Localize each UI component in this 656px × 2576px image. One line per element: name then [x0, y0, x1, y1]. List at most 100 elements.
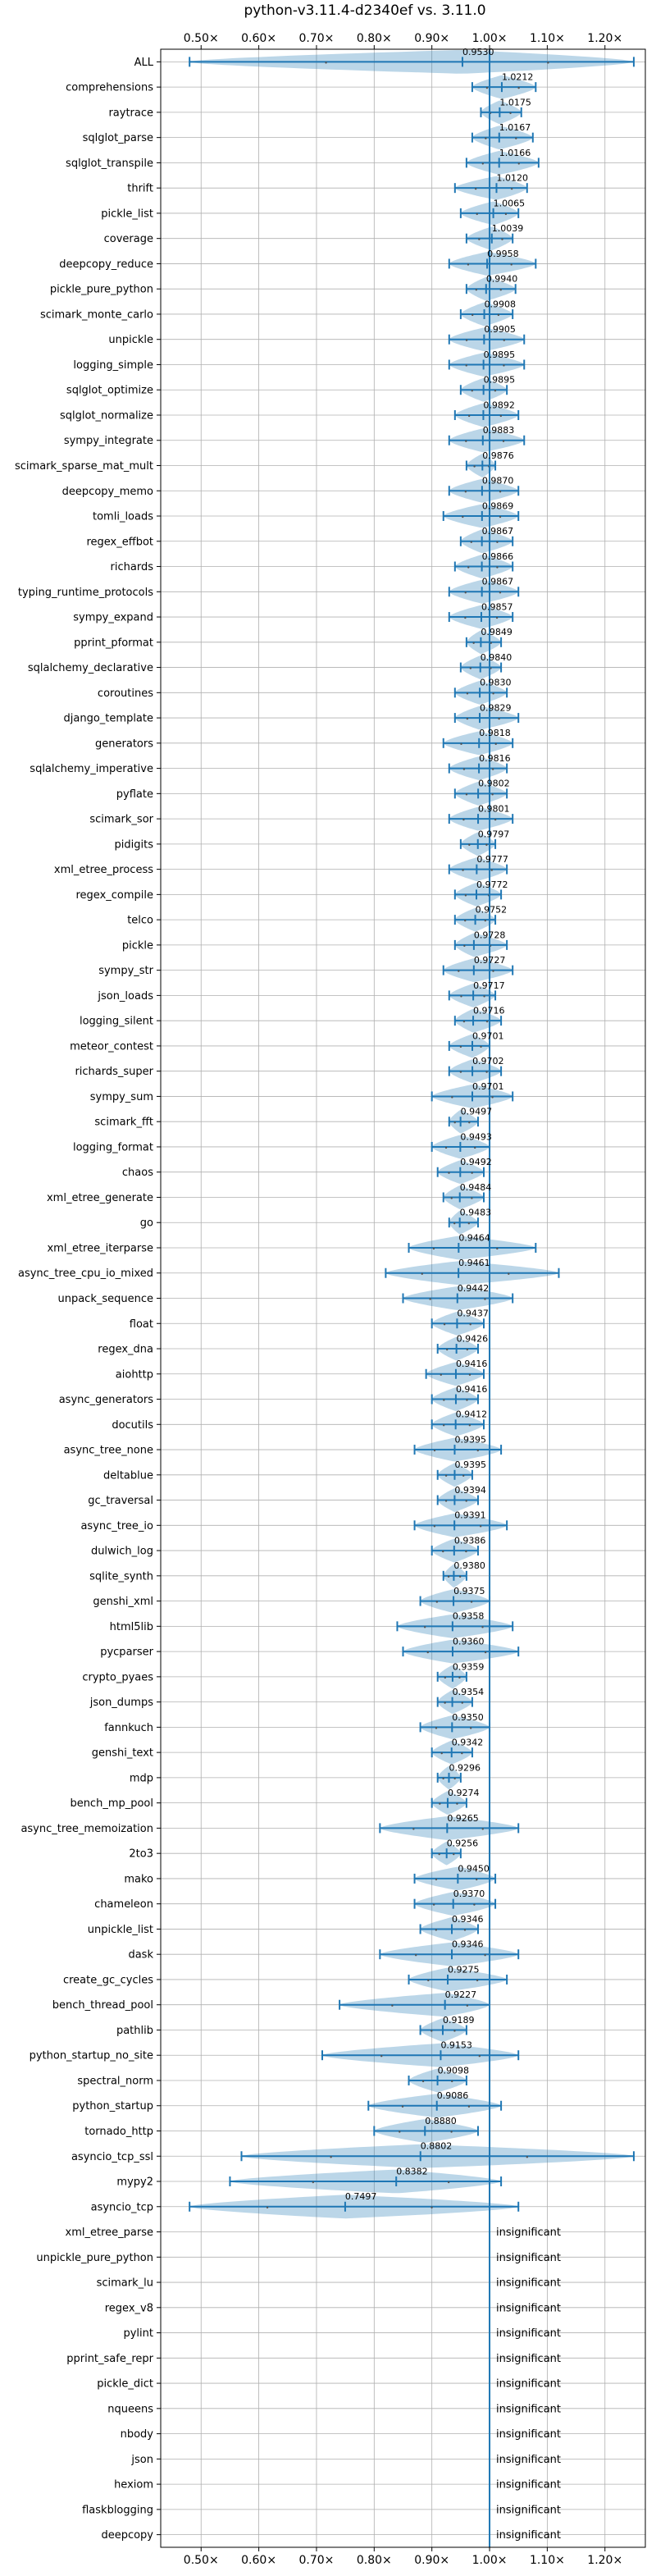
value-label: 0.9492 [460, 1157, 492, 1167]
category-label: dask [128, 1949, 153, 1962]
category-label: mako [124, 1873, 153, 1885]
quartile-dot [494, 818, 497, 821]
x-axis: 0.50× 0.50× 0.60× 0.60× 0.70× 0.70× 0.80× 0.80×… [157, 32, 622, 2567]
quartile-dot [499, 491, 502, 493]
quartile-dot [476, 212, 478, 216]
value-label: 0.9752 [476, 905, 508, 916]
value-label: 0.9493 [460, 1131, 492, 1142]
quartile-dot [481, 1828, 484, 1830]
quartile-dot [440, 1373, 442, 1376]
quartile-dot [496, 1247, 499, 1250]
quartile-dot [443, 1399, 445, 1401]
quartile-dot [480, 1045, 482, 1048]
category-label: raytrace [108, 107, 153, 119]
category-label: richards [111, 561, 154, 573]
quartile-dot [465, 793, 468, 796]
quartile-dot [484, 919, 487, 922]
quartile-dot [453, 1222, 456, 1225]
value-labels: 0.95301.02121.01751.01671.01661.01201.00… [345, 47, 561, 2542]
quartile-dot [499, 591, 502, 594]
quartile-dot [471, 390, 473, 392]
value-label: 0.9801 [478, 803, 510, 814]
quartile-dot [438, 1852, 440, 1856]
quartile-dot [503, 364, 505, 367]
quartile-dot [458, 1676, 461, 1679]
value-label: 0.9849 [481, 627, 512, 637]
x-tick-label-top: 1.10× [530, 32, 565, 45]
insignificant-label: insignificant [496, 2504, 561, 2516]
insignificant-label: insignificant [496, 2479, 561, 2492]
value-label: 1.0120 [496, 173, 528, 184]
category-label: logging_simple [73, 359, 153, 372]
quartile-dot [471, 1197, 473, 1199]
quartile-dot [451, 2080, 453, 2083]
quartile-dot [450, 2131, 453, 2133]
quartile-dot [496, 566, 499, 569]
category-label: json_loads [97, 990, 153, 1003]
quartile-dot [462, 1474, 465, 1478]
quartile-dot [453, 1777, 456, 1780]
quartile-dot [483, 995, 485, 998]
insignificant-label: insignificant [496, 2529, 561, 2542]
quartile-dot [466, 2004, 469, 2007]
value-label: 0.9380 [453, 1560, 485, 1571]
quartile-dot [451, 1096, 453, 1098]
quartile-dot [380, 2055, 383, 2058]
quartile-dot [440, 1752, 443, 1755]
x-tick-label-bottom: 0.90× [414, 2554, 449, 2567]
value-label: 0.9497 [461, 1107, 493, 1117]
quartile-dot [467, 2105, 471, 2108]
quartile-dot [467, 263, 470, 266]
category-label: python_startup [72, 2100, 153, 2112]
category-label: float [130, 1318, 153, 1331]
quartile-dot [462, 818, 465, 821]
quartile-dot [464, 491, 467, 493]
category-labels: ALL comprehensions raytrace sqlglot_parsesq… [15, 57, 154, 2542]
value-label: 0.9701 [472, 1030, 504, 1041]
quartile-dot [494, 390, 497, 392]
category-label: deepcopy [101, 2529, 153, 2542]
quartile-dot [453, 1852, 455, 1856]
quartile-dot [473, 1903, 476, 1906]
x-tick-label-bottom: 1.00× [472, 2554, 508, 2567]
category-label: aiohttp [116, 1368, 153, 1381]
value-label: 0.9829 [480, 702, 512, 713]
quartile-dot [476, 1449, 479, 1452]
category-label: scimark_monte_carlo [40, 308, 153, 321]
quartile-dot [458, 1575, 462, 1578]
value-label: 0.9461 [458, 1258, 490, 1268]
value-label: 0.9867 [482, 526, 514, 537]
quartile-dot [465, 440, 467, 442]
quartile-dot [468, 1424, 472, 1427]
category-label: chaos [122, 1167, 153, 1179]
quartile-dot [547, 62, 549, 64]
value-label: 0.9702 [472, 1056, 504, 1066]
category-label: go [140, 1217, 153, 1230]
category-label: scimark_sor [89, 814, 153, 826]
insignificant-label: insignificant [496, 2353, 561, 2365]
quartile-dot [399, 2131, 401, 2133]
quartile-dot [433, 1525, 436, 1528]
value-label: 0.9189 [443, 2015, 475, 2026]
chart-title: python-v3.11.4-d2340ef vs. 3.11.0 [244, 2, 485, 19]
value-label: 0.9296 [449, 1762, 481, 1773]
plot-frame [160, 48, 646, 2548]
category-label: unpickle_pure_python [36, 2252, 153, 2264]
quartile-dot [472, 642, 475, 645]
x-tick-label-top: 0.90× [414, 32, 449, 45]
quartile-dot [435, 1601, 439, 1603]
category-label: telco [127, 915, 153, 927]
value-label: 0.9416 [456, 1384, 488, 1395]
x-tick-label-bottom: 1.10× [530, 2554, 565, 2567]
quartile-dot [412, 1828, 415, 1830]
quartile-dot [442, 1777, 444, 1780]
quartile-dot [484, 1651, 487, 1654]
value-label: 0.9354 [453, 1687, 485, 1697]
quartile-dot [479, 1525, 482, 1528]
category-label: xml_etree_parse [66, 2227, 153, 2239]
category-label: xml_etree_generate [47, 1192, 153, 1204]
quartile-dot [501, 238, 503, 240]
category-label: sqlglot_parse [83, 132, 153, 144]
quartile-dot [496, 541, 499, 543]
category-label: unpack_sequence [57, 1293, 153, 1305]
